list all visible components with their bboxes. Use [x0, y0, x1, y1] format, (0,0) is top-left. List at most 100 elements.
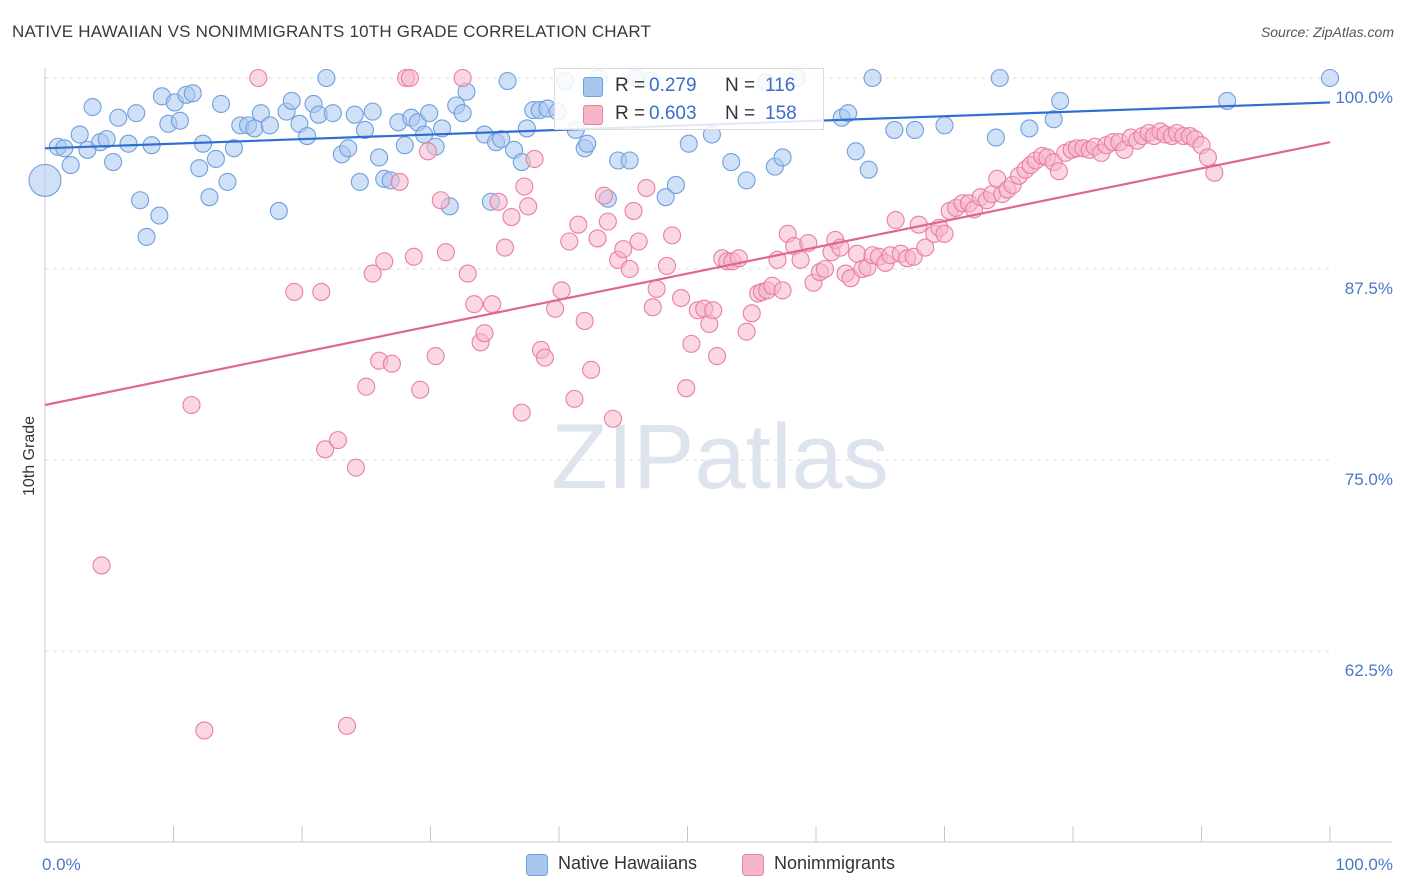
data-point [1049, 162, 1068, 181]
data-point [363, 264, 382, 283]
data-point [70, 125, 89, 144]
y-axis-label: 10th Grade [21, 416, 38, 496]
data-point [722, 152, 741, 172]
data-point [986, 128, 1005, 147]
r-value: 0.279 [649, 75, 697, 96]
data-point [666, 175, 685, 195]
data-point [682, 334, 701, 353]
data-point [269, 201, 288, 220]
data-point [1198, 148, 1217, 167]
data-point [404, 247, 423, 266]
data-point [737, 171, 756, 190]
data-point [1051, 91, 1070, 110]
axes [44, 68, 1392, 843]
data-point [109, 108, 128, 127]
data-point [346, 458, 366, 477]
data-point [1320, 68, 1340, 88]
data-point [708, 347, 727, 366]
legend-swatch-blue [526, 854, 548, 876]
data-point [704, 301, 723, 320]
data-point [323, 104, 342, 123]
data-point [815, 259, 835, 279]
data-point [375, 252, 394, 271]
data-point [498, 72, 517, 91]
data-point [519, 197, 538, 216]
y-tick-label: 62.5% [1345, 661, 1393, 680]
legend-swatch-blue [583, 77, 603, 97]
data-point [598, 212, 617, 231]
data-point [492, 130, 511, 149]
tick-labels: 62.5% 75.0% 87.5% 100.0% 0.0% 100.0% [42, 88, 1393, 874]
legend-label: Nonimmigrants [774, 853, 896, 873]
data-point [637, 178, 656, 198]
data-point [657, 256, 676, 275]
data-point [370, 148, 389, 167]
correlation-legend: R = 0.279 N = 116 R = 0.603 N = 158 [554, 68, 824, 130]
data-point [245, 119, 264, 138]
data-point [578, 134, 597, 153]
data-point [552, 281, 571, 300]
r-value: 0.603 [649, 103, 697, 124]
data-point [502, 207, 521, 227]
data-point [345, 105, 364, 124]
data-point [624, 201, 643, 220]
data-point [773, 281, 792, 300]
legend-row-native-hawaiians: R = 0.279 N = 116 [555, 73, 823, 99]
data-point [355, 120, 375, 140]
data-point [863, 68, 882, 88]
data-point [127, 104, 146, 123]
data-point [390, 172, 409, 191]
data-point [458, 264, 477, 283]
data-point [312, 282, 331, 301]
data-point [1044, 110, 1063, 129]
data-point [395, 136, 414, 155]
data-point [791, 250, 810, 269]
data-point [195, 721, 214, 740]
series-nonimmigrants [92, 68, 1224, 740]
n-label: N = [725, 75, 756, 96]
data-point [337, 716, 357, 735]
data-point [317, 68, 336, 88]
x-tick-label: 100.0% [1335, 855, 1393, 874]
legend-label: Native Hawaiians [558, 853, 698, 873]
y-tick-label: 87.5% [1345, 279, 1393, 298]
data-point [131, 191, 150, 210]
data-point [224, 139, 243, 158]
data-point [285, 282, 304, 301]
data-point [453, 68, 472, 88]
legend-row-nonimmigrants: R = 0.603 N = 158 [555, 101, 823, 127]
data-point [211, 94, 231, 114]
data-point [400, 68, 419, 88]
data-point [489, 192, 508, 211]
data-point [61, 156, 80, 175]
data-point [885, 120, 904, 140]
data-point [137, 227, 156, 246]
data-point [582, 360, 601, 379]
data-point [483, 295, 502, 314]
data-point [620, 259, 639, 279]
data-point [28, 163, 62, 197]
data-point [453, 104, 472, 123]
data-point [282, 91, 301, 110]
n-label: N = [725, 103, 756, 124]
legend-swatch-pink [742, 854, 764, 876]
data-point [475, 324, 494, 343]
data-point [517, 119, 536, 138]
source-note: Source: ZipAtlas.com [1260, 24, 1394, 40]
r-label: R = [615, 75, 646, 96]
data-point [569, 215, 588, 234]
y-tick-label: 100.0% [1335, 88, 1393, 107]
data-point [565, 389, 584, 408]
data-point [119, 134, 138, 153]
data-point [260, 116, 279, 135]
data-point [200, 188, 219, 207]
data-point [97, 130, 116, 149]
data-point [990, 68, 1009, 88]
data-point [363, 102, 382, 121]
data-point [742, 304, 761, 323]
legend-swatch-pink [583, 105, 603, 125]
data-point [916, 238, 935, 257]
data-point [411, 380, 430, 399]
data-point [357, 377, 376, 396]
